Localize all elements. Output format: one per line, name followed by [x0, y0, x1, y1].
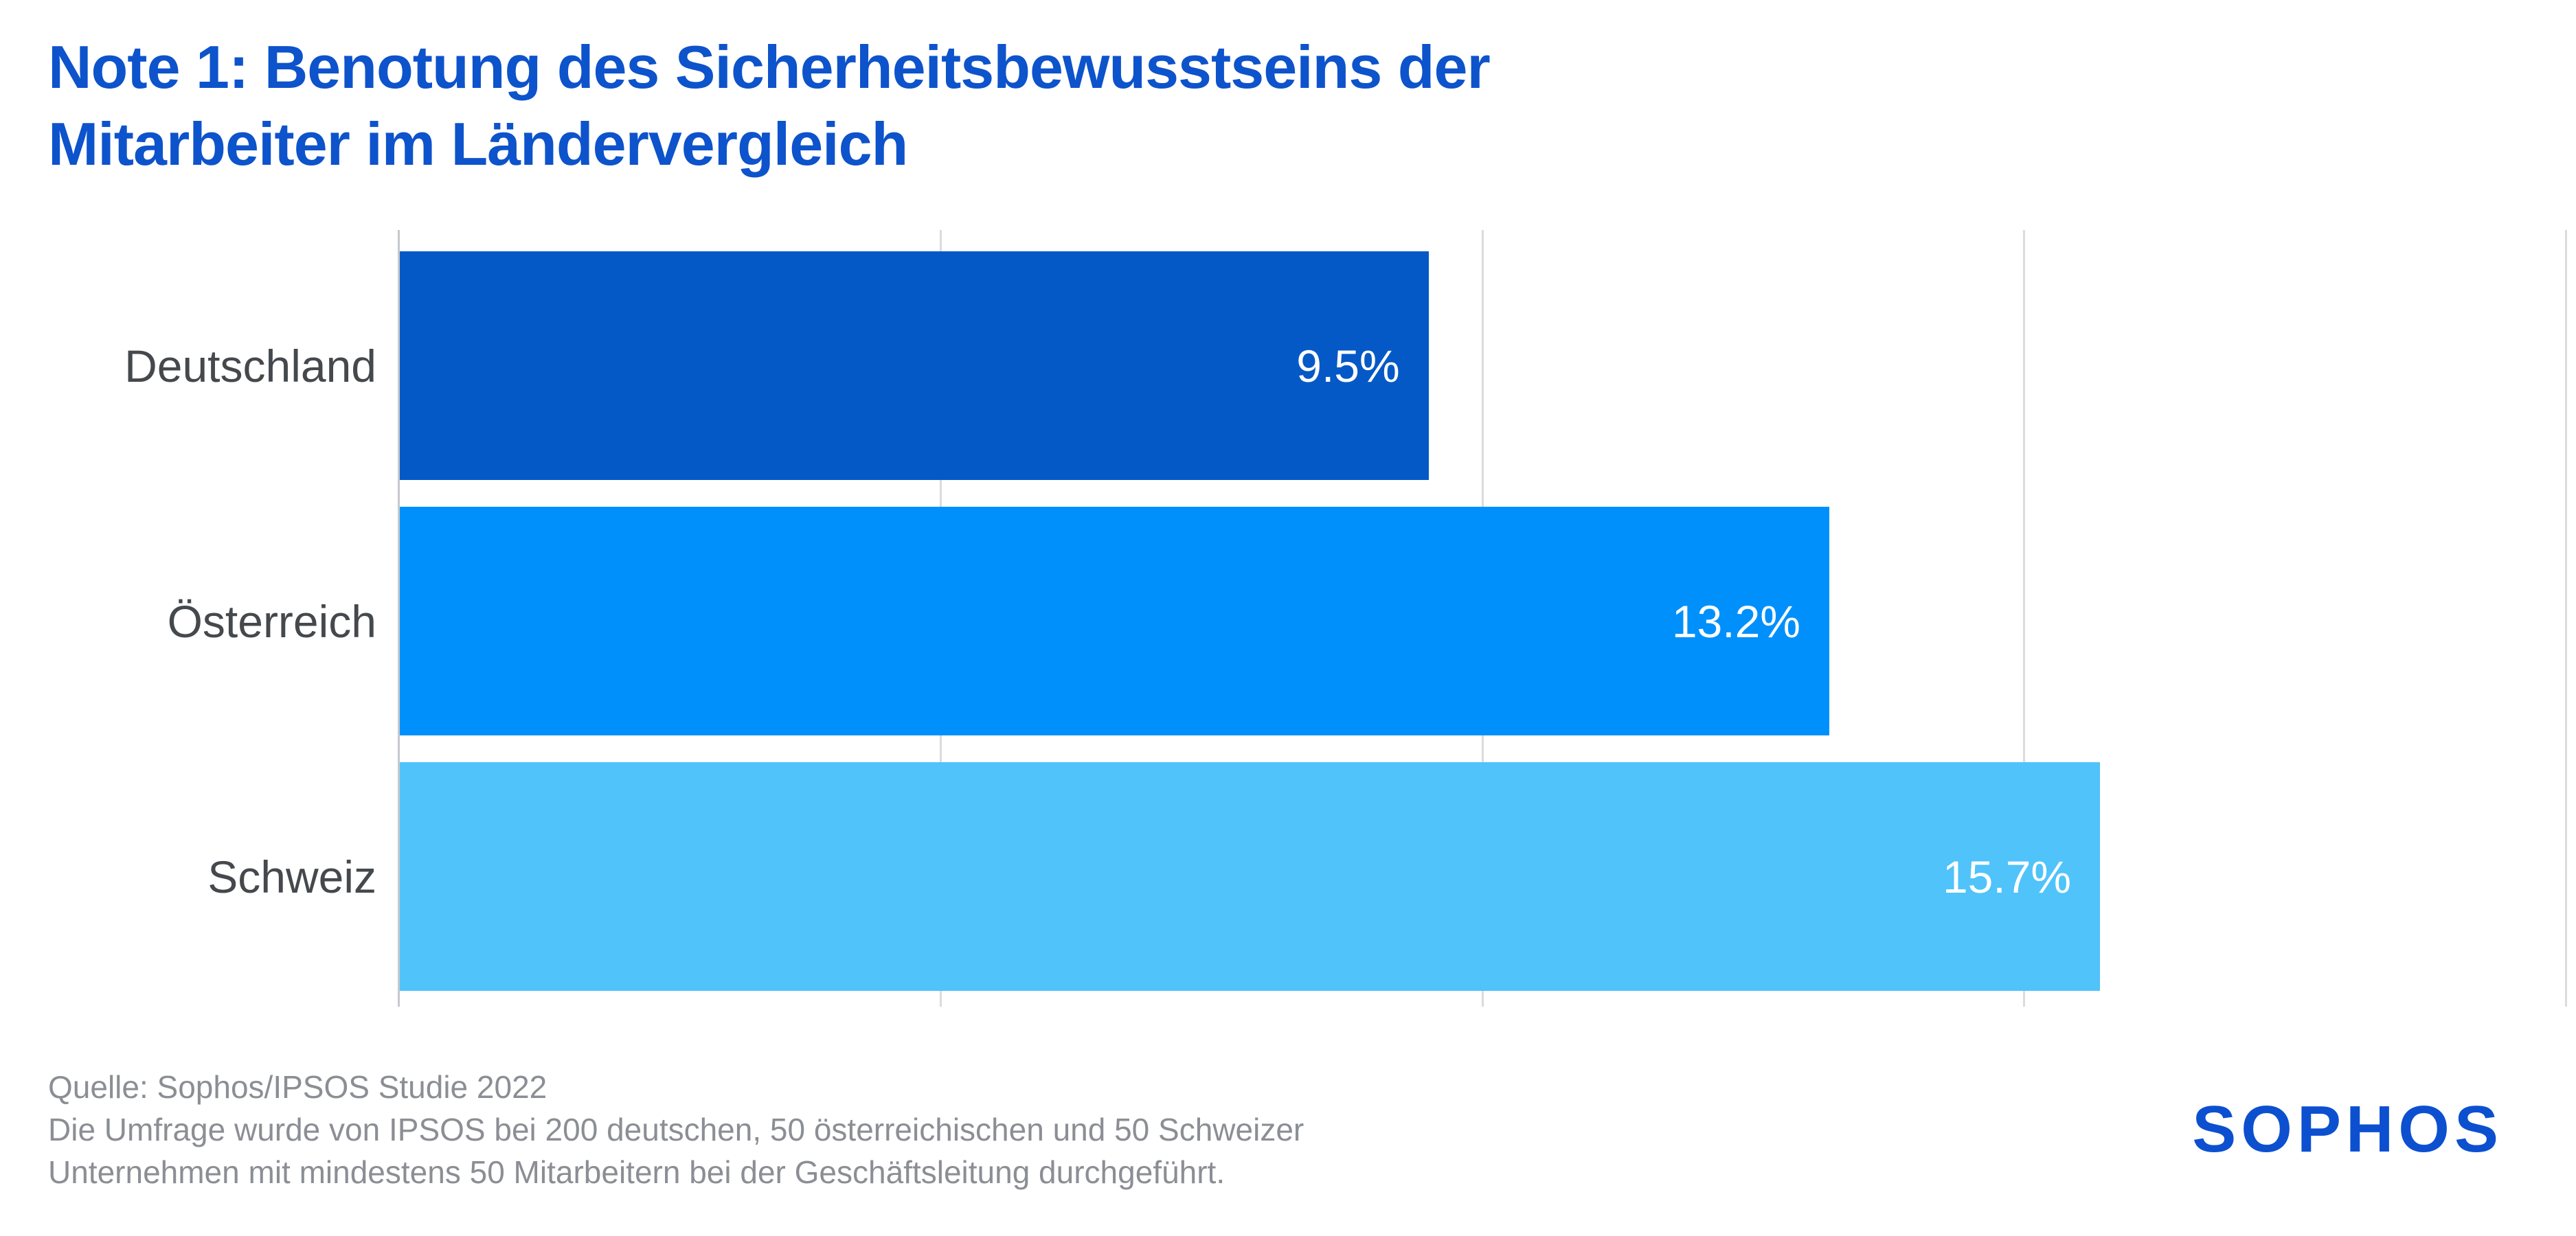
plot-area: 9.5% 13.2% 15.7%: [398, 230, 2567, 1007]
gridline: [2565, 230, 2567, 1007]
value-label-deutschland: 9.5%: [1296, 340, 1400, 391]
footer-notes: Quelle: Sophos/IPSOS Studie 2022 Die Umf…: [48, 1066, 1304, 1193]
page-title: Note 1: Benotung des Sicherheitsbewussts…: [48, 29, 1491, 183]
page-title-line1: Note 1: Benotung des Sicherheitsbewussts…: [48, 33, 1491, 101]
category-label-schweiz: Schweiz: [207, 851, 376, 902]
axis-line: [398, 230, 400, 1007]
methodology-note-line1: Die Umfrage wurde von IPSOS bei 200 deut…: [48, 1112, 1304, 1147]
gridline: [2023, 230, 2026, 1007]
bar-deutschland: 9.5%: [400, 251, 1429, 480]
value-label-oesterreich: 13.2%: [1671, 595, 1800, 647]
bar-schweiz: 15.7%: [400, 762, 2101, 991]
bar-row-schweiz: 15.7%: [400, 762, 2566, 991]
methodology-note-line2: Unternehmen mit mindestens 50 Mitarbeite…: [48, 1154, 1225, 1190]
value-label-schweiz: 15.7%: [1942, 851, 2072, 902]
category-label-oesterreich: Österreich: [167, 595, 376, 647]
bar-row-deutschland: 9.5%: [400, 251, 2566, 480]
bar-row-oesterreich: 13.2%: [400, 507, 2566, 735]
sophos-logo: SOPHOS: [2192, 1092, 2503, 1166]
bar-oesterreich: 13.2%: [400, 507, 1829, 735]
page-title-line2: Mitarbeiter im Ländervergleich: [48, 110, 908, 178]
category-label-deutschland: Deutschland: [124, 340, 376, 391]
source-note: Quelle: Sophos/IPSOS Studie 2022: [48, 1069, 547, 1105]
category-labels: Deutschland Österreich Schweiz: [0, 230, 376, 1007]
